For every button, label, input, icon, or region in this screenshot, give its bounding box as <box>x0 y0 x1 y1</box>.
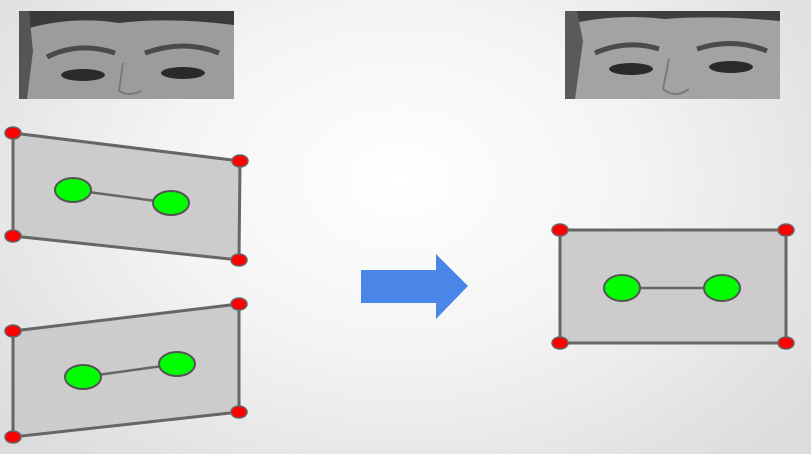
right-eye-marker <box>152 190 190 216</box>
corner-point <box>777 336 795 350</box>
quad-shape <box>558 228 788 345</box>
right-arrow-icon <box>361 254 468 319</box>
left-eye-marker <box>64 364 102 390</box>
left-eye-marker <box>54 177 92 203</box>
aligned-face-quad <box>551 223 795 350</box>
corner-point <box>4 324 22 338</box>
corner-point <box>4 229 22 243</box>
corner-point <box>551 223 569 237</box>
eye-region-photo-right <box>565 11 780 99</box>
corner-point <box>4 126 22 140</box>
corner-point <box>551 336 569 350</box>
corner-point <box>4 430 22 444</box>
corner-point <box>230 253 248 267</box>
tilted-face-quad-top <box>4 126 249 267</box>
face-crop-icon <box>565 11 780 99</box>
right-eye-marker <box>158 351 196 377</box>
left-eye-marker <box>603 274 641 302</box>
tilted-face-quad-bottom <box>4 297 248 444</box>
corner-point <box>230 405 248 419</box>
eye-region-photo-left <box>19 11 234 99</box>
corner-point <box>777 223 795 237</box>
right-eye-marker <box>703 274 741 302</box>
corner-point <box>230 297 248 311</box>
corner-point <box>231 154 249 168</box>
face-crop-icon <box>19 11 234 99</box>
